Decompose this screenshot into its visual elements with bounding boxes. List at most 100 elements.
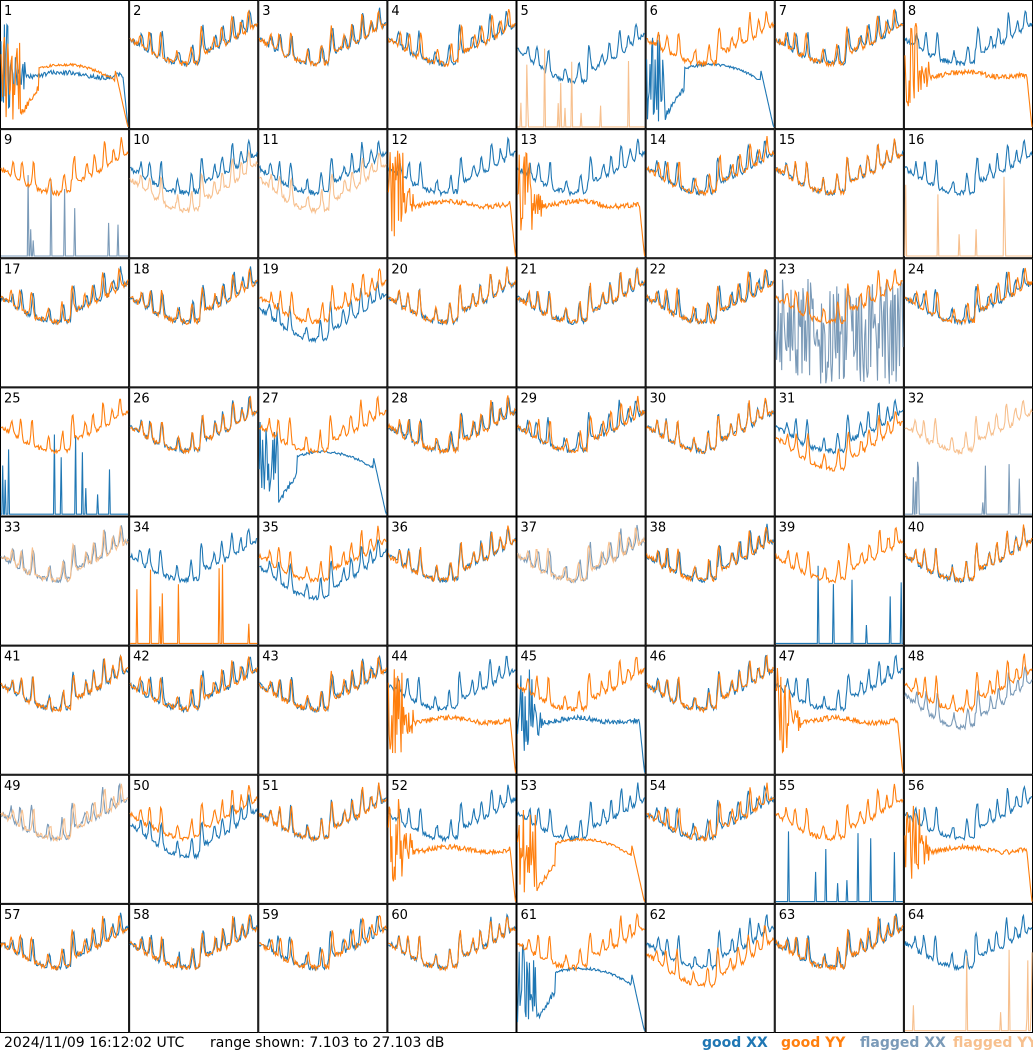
series-yy-59: [259, 914, 387, 972]
panel-label-59: 59: [262, 908, 279, 923]
panel-frame: [0, 903, 130, 1033]
panel-label-48: 48: [908, 650, 925, 665]
series-xx-12: [387, 136, 516, 198]
series-xx-47: [775, 654, 904, 712]
series-yy-39: [775, 526, 904, 584]
series-yy-37: [516, 527, 646, 584]
panel-frame: [645, 516, 775, 646]
panel-frame: [903, 129, 1033, 259]
series-xx-38: [646, 523, 775, 584]
panel-6: 6: [645, 0, 775, 130]
panel-16: 16: [903, 129, 1033, 259]
panel-frame: [387, 645, 517, 775]
series-yy-32: [904, 399, 1033, 456]
panel-label-35: 35: [262, 521, 279, 536]
series-xx-8: [904, 9, 1033, 67]
panel-label-38: 38: [650, 521, 667, 536]
panel-label-58: 58: [133, 908, 150, 923]
series-yy-21: [517, 267, 646, 325]
panel-62: 62: [645, 903, 775, 1033]
panel-51: 51: [258, 774, 388, 904]
panel-label-23: 23: [779, 262, 796, 277]
panel-24: 24: [903, 258, 1033, 388]
legend-flagged-xx: flagged XX: [860, 1035, 946, 1051]
series-yy-47: [775, 667, 904, 773]
series-yy-49: [0, 783, 129, 842]
series-yy-31: [775, 410, 904, 472]
panel-26: 26: [129, 387, 259, 517]
panel-frame: [387, 0, 517, 130]
series-yy-41: [0, 654, 129, 714]
series-xx-39: [775, 565, 903, 644]
series-xx-1: [0, 23, 129, 127]
series-yy-9: [0, 137, 129, 197]
panel-29: 29: [516, 387, 646, 517]
panel-frame: [903, 258, 1033, 388]
panel-frame: [129, 645, 259, 775]
panel-label-9: 9: [4, 133, 12, 148]
panel-frame: [774, 0, 904, 130]
panel-frame: [774, 516, 904, 646]
panel-frame: [516, 258, 646, 388]
series-yy-2: [129, 9, 258, 68]
panel-frame: [387, 258, 517, 388]
panel-21: 21: [516, 258, 646, 388]
panel-frame: [258, 387, 388, 517]
series-xx-62: [646, 914, 775, 971]
panel-60: 60: [387, 903, 517, 1033]
series-xx-11: [258, 139, 387, 197]
series-yy-30: [646, 397, 775, 455]
panel-11: 11: [258, 129, 388, 259]
panel-frame: [258, 774, 388, 904]
panel-label-3: 3: [262, 4, 270, 19]
panel-label-51: 51: [262, 779, 279, 794]
panel-label-63: 63: [779, 908, 796, 923]
series-yy-40: [904, 524, 1033, 584]
panel-41: 41: [0, 645, 130, 775]
series-xx-3: [258, 7, 387, 67]
range-label: range shown: 7.103 to 27.103 dB: [210, 1035, 445, 1051]
series-yy-23: [775, 268, 903, 325]
panel-label-56: 56: [908, 779, 925, 794]
series-xx-34: [129, 527, 258, 584]
panel-47: 47: [774, 645, 904, 775]
panel-label-46: 46: [650, 650, 667, 665]
panel-53: 53: [516, 774, 646, 904]
series-xx-58: [129, 913, 258, 971]
panel-label-29: 29: [521, 391, 538, 406]
series-xx-44: [387, 655, 516, 712]
panel-frame: [0, 645, 130, 775]
panel-label-2: 2: [133, 4, 141, 19]
panel-14: 14: [645, 129, 775, 259]
panel-8: 8: [903, 0, 1033, 130]
series-xx-14: [646, 140, 775, 197]
series-yy-34: [130, 564, 258, 644]
series-yy-51: [258, 782, 387, 843]
series-xx-13: [516, 138, 646, 197]
series-xx-53: [516, 782, 646, 842]
panel-label-8: 8: [908, 4, 916, 19]
series-yy-61: [517, 912, 645, 972]
panel-frame: [387, 774, 517, 904]
panel-label-25: 25: [4, 391, 21, 406]
panel-frame: [387, 516, 517, 646]
series-xx-23: [775, 278, 904, 384]
panel-31: 31: [774, 387, 904, 517]
panel-label-17: 17: [4, 262, 21, 277]
timestamp: 2024/11/09 16:12:02 UTC: [4, 1035, 185, 1051]
panel-frame: [258, 903, 388, 1033]
panel-35: 35: [258, 516, 388, 646]
panel-34: 34: [129, 516, 259, 646]
series-xx-9: [1, 175, 129, 257]
panel-40: 40: [903, 516, 1033, 646]
panel-64: 64: [903, 903, 1033, 1033]
panel-label-50: 50: [133, 779, 150, 794]
panel-5: 5: [516, 0, 646, 130]
panel-frame: [258, 645, 388, 775]
series-xx-59: [258, 915, 387, 972]
panel-46: 46: [645, 645, 775, 775]
panel-23: 23: [774, 258, 904, 388]
series-yy-11: [258, 152, 387, 215]
series-yy-54: [646, 782, 775, 843]
